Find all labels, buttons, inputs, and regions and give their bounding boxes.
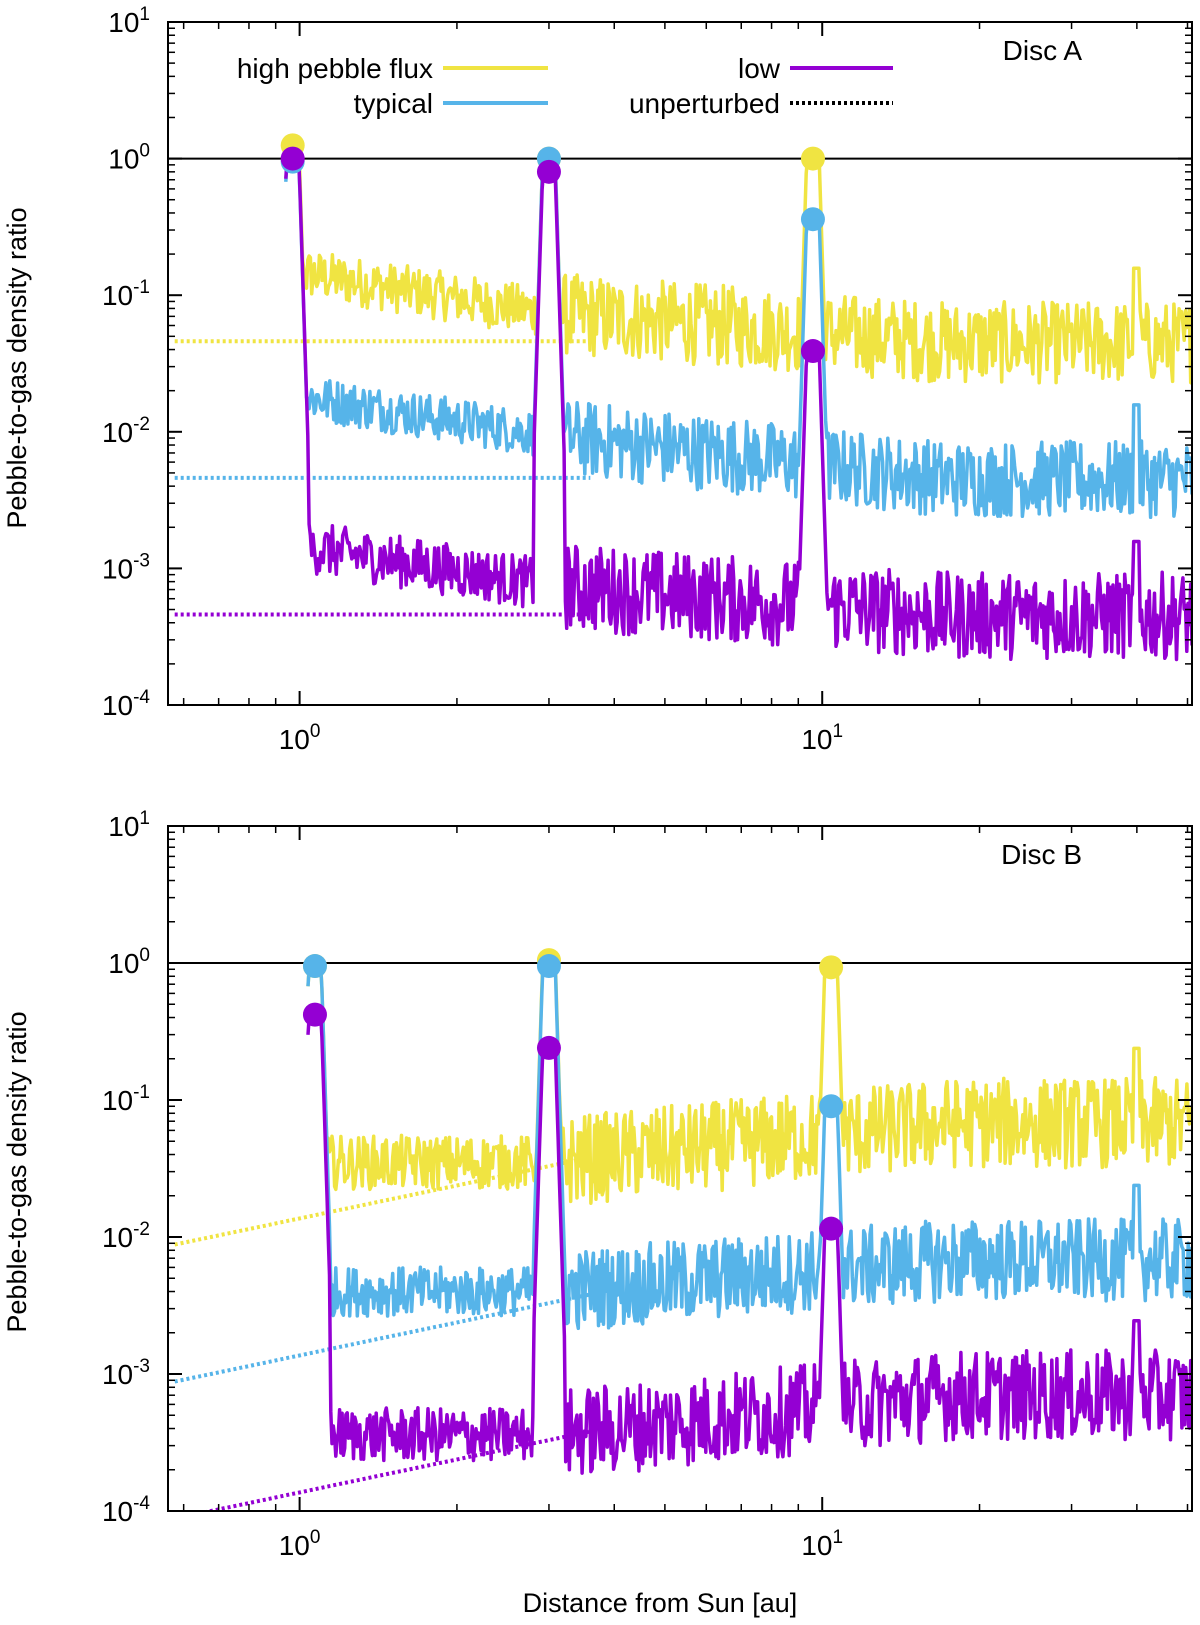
series-line-low [306,1012,1192,1475]
x-axis-label: Distance from Sun [au] [523,1588,798,1618]
series-line-high [284,143,1192,385]
planet-marker-typical-0 [302,954,327,979]
x-tick-label: 101 [801,1527,843,1561]
series-line-low [284,156,1192,662]
y-axis-label-top: Pebble-to-gas density ratio [2,207,32,528]
panel-title: Disc A [1003,35,1083,66]
series-line-typical [306,964,1192,1331]
planet-marker-high-2 [819,955,844,980]
plot-frame [167,825,1193,1512]
unperturbed-line-high [174,1155,591,1247]
legend-label-low: low [738,53,781,84]
y-axis-label-bottom: Pebble-to-gas density ratio [2,1011,32,1332]
planet-marker-low-2 [819,1216,844,1241]
y-tick-label: 10-2 [102,414,150,448]
x-tick-label: 100 [279,721,321,755]
y-tick-label: 100 [108,945,150,979]
unperturbed-line-low [201,1429,591,1511]
y-tick-label: 101 [108,4,150,38]
planet-marker-low-2 [800,339,825,364]
plot-area [174,143,1192,662]
planet-marker-high-2 [800,146,825,171]
plot-area [174,958,1192,1511]
planet-marker-low-1 [536,159,561,184]
series-line-typical [284,156,1192,520]
legend-label-unperturbed: unperturbed [629,88,780,119]
planet-marker-low-0 [280,146,305,171]
panel-disc-a: 10-4 10-3 10-2 10-1 100 101 100 101 Disc A [102,4,1193,755]
y-tick-label: 101 [108,808,150,842]
series-line-high [306,958,1192,1205]
legend-label-high: high pebble flux [237,53,433,84]
legend-label-typical: typical [354,88,433,119]
y-tick-label: 10-3 [102,550,150,584]
y-tick-label: 10-3 [102,1356,150,1390]
y-tick-label: 10-1 [102,277,150,311]
planet-marker-typical-2 [800,207,825,232]
y-tick-label: 100 [108,141,150,175]
unperturbed-line-typical [174,1292,591,1384]
y-tick-label: 10-4 [102,1493,150,1527]
y-tick-label: 10-4 [102,687,150,721]
y-tick-label: 10-2 [102,1219,150,1253]
planet-marker-low-1 [536,1035,561,1060]
y-tick-label: 10-1 [102,1082,150,1116]
panel-title: Disc B [1001,839,1082,870]
planet-marker-low-0 [302,1002,327,1027]
x-tick-label: 101 [801,721,843,755]
planet-marker-typical-1 [536,954,561,979]
x-tick-label: 100 [279,1527,321,1561]
panel-disc-b: 10-4 10-3 10-2 10-1 100 101 100 101 Disc B [102,808,1193,1561]
plot-frame [167,21,1193,706]
planet-marker-typical-2 [819,1094,844,1119]
legend: high pebble flux typical low unperturbed [237,53,893,119]
